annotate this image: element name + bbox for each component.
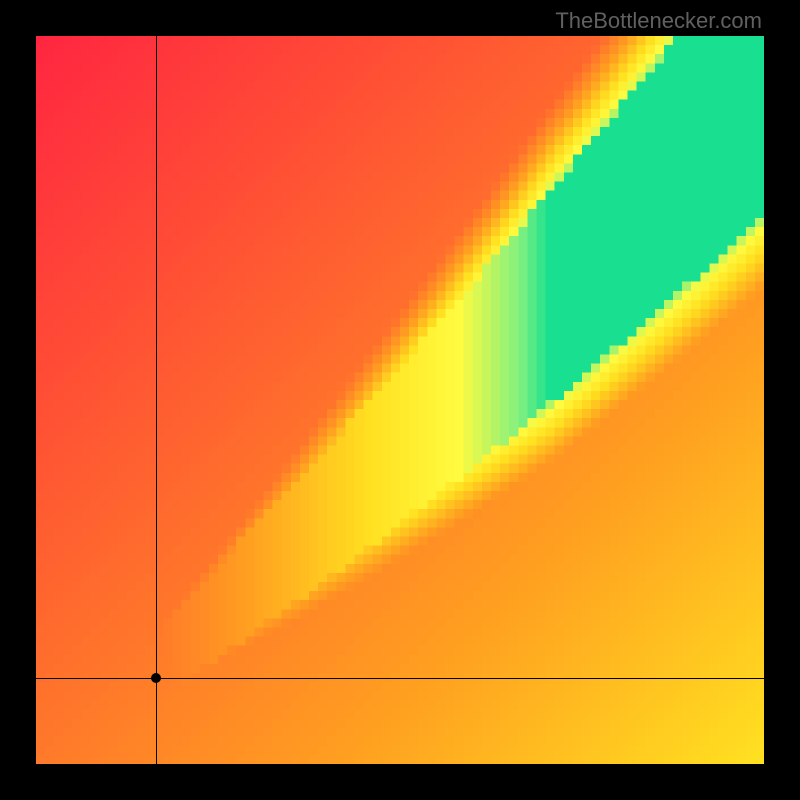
watermark-text: TheBottlenecker.com	[555, 8, 762, 34]
heatmap-plot	[36, 36, 764, 764]
heatmap-canvas	[36, 36, 764, 764]
